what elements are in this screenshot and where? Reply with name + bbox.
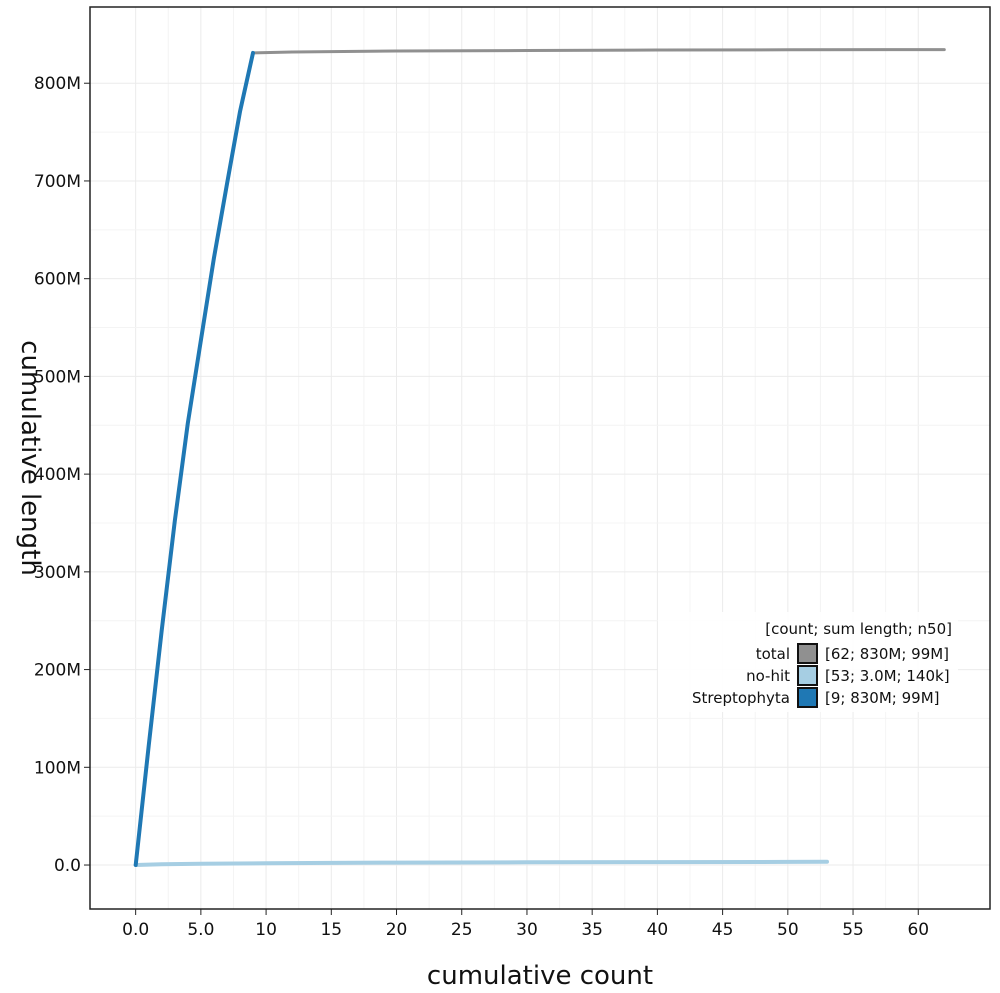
legend-stats-no-hit: [53; 3.0M; 140k]	[825, 667, 950, 685]
series-line-streptophyta	[133, 50, 255, 867]
y-axis-ticks: 0.0 100M 200M 300M 400M 500M 600M 700M 800M	[34, 74, 90, 876]
y-tick-label: 400M	[34, 465, 81, 485]
plot-frame	[89, 6, 991, 910]
legend-label-no-hit: no-hit	[746, 667, 790, 685]
x-tick-label: 55	[842, 920, 864, 940]
y-tick-label: 500M	[34, 367, 81, 387]
series-line-no-hit	[133, 859, 829, 867]
legend-key-total	[797, 643, 818, 664]
x-tick-label: 35	[581, 920, 603, 940]
y-tick-label: 600M	[34, 270, 81, 290]
y-tick-label: 300M	[34, 563, 81, 583]
y-axis-title: cumulative length	[15, 340, 45, 576]
x-tick-label: 0.0	[122, 920, 149, 940]
x-tick-label: 15	[320, 920, 342, 940]
legend-stats-total: [62; 830M; 99M]	[825, 645, 949, 663]
series-line-total	[251, 48, 946, 55]
y-tick-label: 200M	[34, 661, 81, 681]
y-tick-label: 800M	[34, 74, 81, 94]
x-tick-label: 5.0	[187, 920, 214, 940]
legend-label-total: total	[756, 645, 790, 663]
y-tick-label: 0.0	[54, 856, 81, 876]
x-tick-label: 40	[647, 920, 669, 940]
legend-key-no-hit	[797, 665, 818, 686]
x-tick-label: 30	[516, 920, 538, 940]
x-tick-label: 10	[255, 920, 277, 940]
x-tick-label: 45	[712, 920, 734, 940]
y-tick-label: 100M	[34, 758, 81, 778]
x-axis-ticks: 0.0 5.0 10 15 20 25 30 35 40 45 50 55 60	[122, 909, 929, 940]
y-tick-label: 700M	[34, 172, 81, 192]
legend: [count; sum length; n50] total [62; 830M; …	[658, 612, 958, 712]
grid-lines	[90, 7, 990, 909]
legend-stats-streptophyta: [9; 830M; 99M]	[825, 689, 940, 707]
legend-label-streptophyta: Streptophyta	[692, 689, 790, 707]
x-tick-label: 25	[451, 920, 473, 940]
series-lines	[133, 48, 946, 867]
x-axis-title: cumulative count	[427, 961, 653, 991]
x-tick-label: 20	[386, 920, 408, 940]
x-tick-label: 50	[777, 920, 799, 940]
legend-key-streptophyta	[797, 687, 818, 708]
legend-title: [count; sum length; n50]	[765, 620, 952, 638]
x-tick-label: 60	[907, 920, 929, 940]
